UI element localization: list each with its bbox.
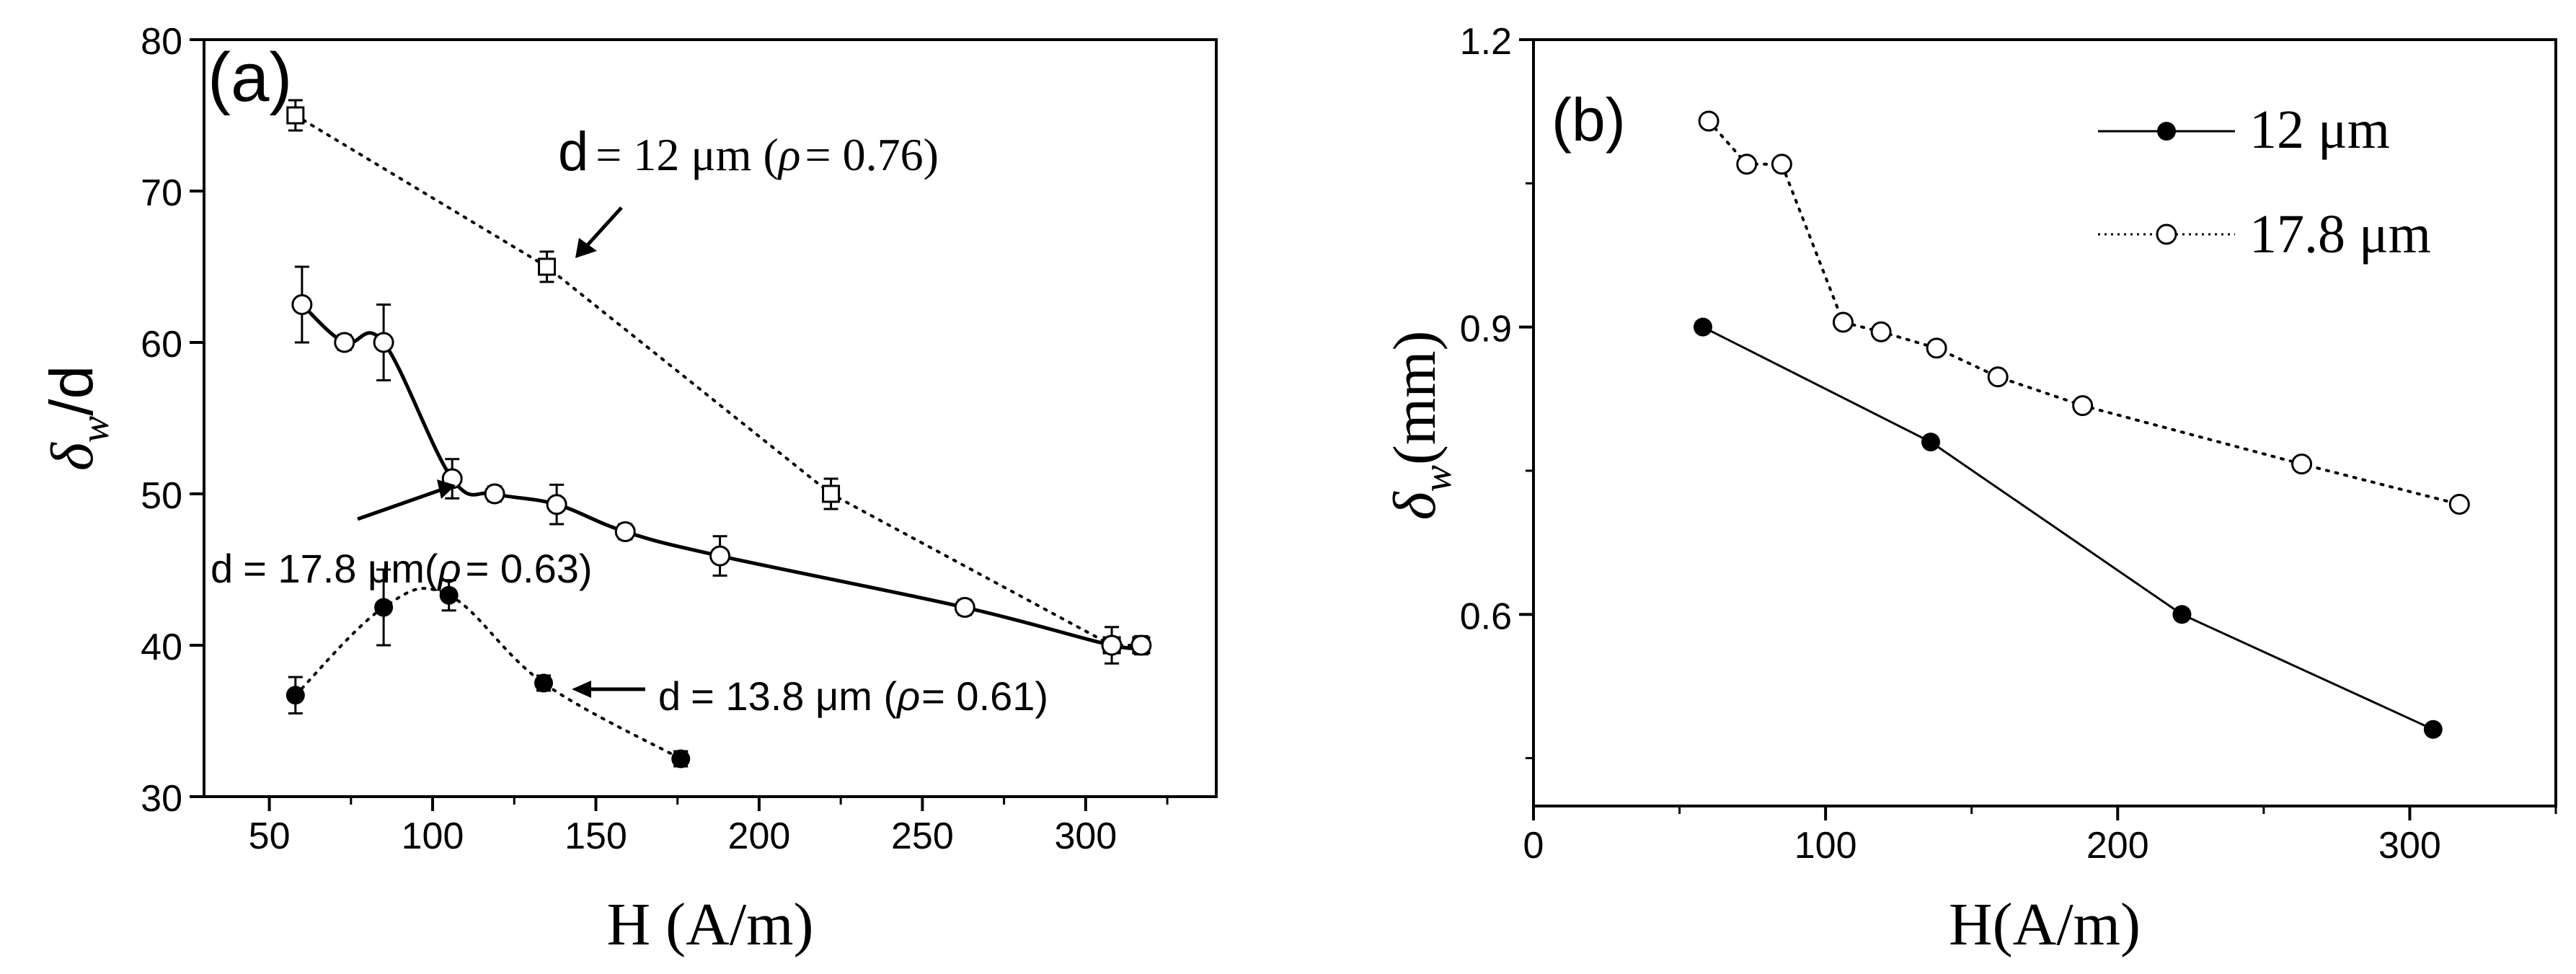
data-point — [439, 585, 459, 605]
panel-a-frame — [203, 38, 1218, 798]
annotation-17-8um-arrow — [357, 479, 456, 521]
y-tick-label: 50 — [141, 475, 182, 517]
data-point — [1987, 366, 2009, 388]
data-point — [1771, 154, 1792, 175]
y-tick-label: 70 — [141, 172, 182, 214]
x-tick-label: 100 — [1794, 825, 1857, 867]
data-point — [546, 494, 567, 515]
panel-a-xlabel: H (A/m) — [607, 891, 814, 958]
series-0 — [1693, 317, 2443, 739]
x-tick-label: 200 — [728, 815, 791, 857]
data-point — [2172, 605, 2192, 624]
legend-entry-17-8um: 17.8 μm — [2098, 204, 2431, 265]
annotation-13-8um-arrow — [572, 681, 645, 698]
annotation-12um: d = 12 μm (ρ= 0.76) — [558, 121, 939, 182]
data-point — [671, 749, 691, 769]
x-tick-label: 100 — [402, 815, 464, 857]
x-tick-label: 300 — [2378, 825, 2441, 867]
annotation-12um-arrow — [575, 206, 623, 258]
data-point — [286, 686, 305, 705]
panel-a-series — [286, 99, 1152, 769]
data-point — [538, 257, 557, 276]
data-point — [334, 332, 355, 353]
data-point — [2291, 453, 2313, 475]
x-tick-label: 50 — [249, 815, 291, 857]
series-line — [293, 587, 683, 761]
series-line — [1701, 326, 2435, 731]
annotation-17-8um: d = 17.8 μm(ρ = 0.63) — [211, 546, 593, 591]
panel-b: 0 100 200 300 0.6 0.9 1.2 (b) 12 μm 17.8 μm H(… — [1381, 21, 2557, 958]
data-point — [1736, 154, 1758, 175]
data-point — [534, 673, 554, 693]
x-tick-label: 300 — [1054, 815, 1117, 857]
data-point — [373, 332, 394, 353]
svg-text:δw(mm): δw(mm) — [1381, 330, 1460, 520]
panel-b-series — [1693, 110, 2470, 739]
y-tick-label: 60 — [141, 324, 182, 366]
series-1 — [1698, 110, 2470, 515]
panel-b-ticks: 0 100 200 300 0.6 0.9 1.2 — [1460, 21, 2557, 867]
data-point — [1101, 634, 1123, 656]
data-point — [374, 598, 394, 617]
data-point — [954, 597, 975, 618]
data-point — [614, 521, 636, 542]
panel-a-ylabel: δw/d — [37, 366, 118, 471]
panel-b-label: (b) — [1552, 86, 1626, 154]
x-tick-label: 200 — [2086, 825, 2149, 867]
x-tick-label: 0 — [1523, 825, 1544, 867]
data-point — [1130, 634, 1152, 656]
data-point — [2448, 493, 2470, 515]
series-1 — [291, 265, 1152, 656]
y-tick-label: 30 — [141, 778, 182, 820]
x-tick-label: 250 — [891, 815, 954, 857]
annotation-13-8um: d = 13.8 μm (ρ= 0.61) — [658, 673, 1048, 719]
data-point — [1693, 317, 1712, 337]
data-point — [2072, 395, 2094, 417]
data-point — [1832, 311, 1854, 333]
data-point — [286, 106, 305, 125]
svg-text:17.8 μm: 17.8 μm — [2249, 204, 2431, 265]
legend-entry-12um: 12 μm — [2098, 99, 2390, 160]
data-point — [1921, 433, 1940, 452]
panel-a-ticks: 50 100 150 200 250 300 30 40 50 60 70 80 — [141, 21, 1169, 857]
panel-b-xlabel: H(A/m) — [1949, 891, 2141, 958]
data-point — [822, 484, 841, 503]
data-point — [291, 294, 313, 315]
data-point — [1926, 337, 1947, 359]
data-point — [484, 483, 505, 505]
svg-text:δw/d: δw/d — [37, 366, 118, 471]
y-tick-label: 0.9 — [1460, 309, 1512, 350]
data-point — [1870, 321, 1892, 342]
data-point — [709, 545, 731, 567]
series-line — [300, 303, 1143, 650]
x-tick-label: 150 — [565, 815, 627, 857]
series-line — [1707, 119, 2461, 506]
y-tick-label: 1.2 — [1460, 21, 1512, 63]
y-tick-label: 40 — [141, 627, 182, 668]
svg-text:12 μm: 12 μm — [2249, 99, 2390, 160]
y-tick-label: 80 — [141, 21, 182, 63]
y-tick-label: 0.6 — [1460, 596, 1512, 637]
panel-b-frame — [1532, 38, 2557, 807]
panel-b-ylabel: δw(mm) — [1381, 330, 1460, 520]
panel-a-label: (a) — [208, 39, 292, 116]
data-point — [1698, 110, 1719, 132]
panel-a: 50 100 150 200 250 300 30 40 50 60 70 80 (a) d = 12 … — [37, 21, 1218, 958]
data-point — [2423, 720, 2443, 739]
panel-b-legend: 12 μm 17.8 μm — [2098, 99, 2431, 265]
series-2 — [286, 568, 691, 769]
